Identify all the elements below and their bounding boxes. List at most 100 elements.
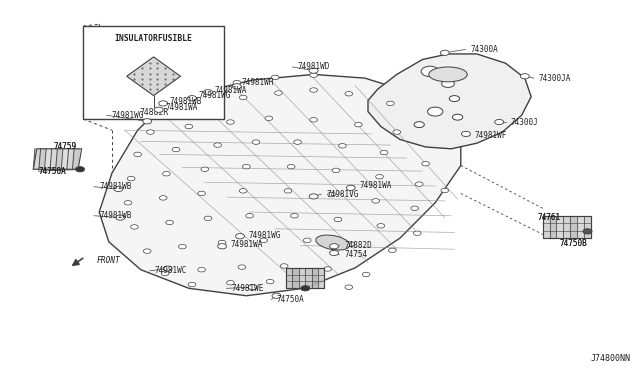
Text: 74981WA: 74981WA [165,103,198,112]
Text: 74981WH: 74981WH [242,78,275,87]
Circle shape [163,266,172,271]
Circle shape [150,109,157,114]
Circle shape [172,147,180,152]
Circle shape [422,161,429,166]
Text: 74759: 74759 [53,142,76,151]
Text: 74981WA: 74981WA [230,240,263,249]
Polygon shape [99,74,461,296]
Circle shape [214,143,221,147]
Text: 74300A: 74300A [470,45,498,54]
Circle shape [377,224,385,228]
Text: 74981WD: 74981WD [298,62,330,71]
Circle shape [143,249,151,253]
Circle shape [284,189,292,193]
Bar [543,216,591,238]
Circle shape [345,285,353,289]
Circle shape [248,285,257,290]
Circle shape [345,92,353,96]
Circle shape [227,120,234,124]
Polygon shape [72,149,80,169]
Circle shape [294,140,301,144]
Text: 74981WB: 74981WB [99,211,132,220]
Circle shape [452,114,463,120]
Circle shape [246,214,253,218]
Circle shape [198,191,205,196]
Circle shape [265,116,273,121]
Circle shape [428,107,443,116]
Circle shape [188,282,196,287]
Circle shape [239,95,247,100]
Circle shape [328,192,335,197]
Circle shape [310,73,317,77]
Polygon shape [286,268,292,288]
Polygon shape [318,268,324,288]
Circle shape [415,182,423,186]
Circle shape [76,167,84,172]
Circle shape [330,250,339,256]
Circle shape [166,220,173,225]
Circle shape [134,152,141,157]
Text: 74981WG: 74981WG [248,231,281,240]
Text: 74300J: 74300J [511,118,538,126]
Circle shape [195,102,202,106]
Circle shape [339,144,346,148]
Polygon shape [550,216,556,238]
Text: FRONT: FRONT [97,256,120,265]
Circle shape [461,131,470,137]
Circle shape [131,225,138,229]
Circle shape [159,196,167,200]
Circle shape [143,119,152,124]
Text: 74981WC: 74981WC [155,266,188,275]
Circle shape [204,90,212,95]
Circle shape [303,238,311,243]
Circle shape [376,174,383,179]
Text: 74981WG: 74981WG [198,92,231,100]
Circle shape [227,280,234,285]
Circle shape [372,199,380,203]
Circle shape [204,216,212,221]
Circle shape [291,214,298,218]
Circle shape [271,75,279,80]
Circle shape [147,130,154,134]
Polygon shape [584,216,591,238]
Circle shape [411,206,419,211]
Circle shape [355,122,362,127]
Polygon shape [577,216,584,238]
Polygon shape [45,149,52,169]
Text: 74754: 74754 [344,250,367,259]
Circle shape [127,176,135,181]
Circle shape [413,231,421,235]
Circle shape [308,281,316,286]
Circle shape [154,107,163,112]
Text: 74981WB: 74981WB [170,97,202,106]
Ellipse shape [316,235,349,250]
Polygon shape [61,149,68,169]
Circle shape [232,84,241,89]
Circle shape [495,119,504,125]
Circle shape [310,118,317,122]
Text: 74300JA: 74300JA [539,74,572,83]
Polygon shape [570,216,577,238]
Polygon shape [67,149,74,169]
Circle shape [583,229,592,234]
Circle shape [440,50,449,55]
Circle shape [380,150,388,155]
Text: 74981WA: 74981WA [360,182,392,190]
Text: 74750B: 74750B [560,239,588,248]
Circle shape [441,188,449,193]
Circle shape [301,286,310,291]
Ellipse shape [429,67,467,82]
Circle shape [238,265,246,269]
Text: 74750B: 74750B [560,239,588,248]
Polygon shape [312,268,318,288]
Circle shape [330,244,339,249]
Polygon shape [50,149,58,169]
Circle shape [449,96,460,102]
Circle shape [362,272,370,277]
Circle shape [252,140,260,144]
Text: 74882R: 74882R [139,108,168,117]
Circle shape [179,244,186,249]
Circle shape [310,88,317,92]
Circle shape [393,130,401,134]
Circle shape [421,66,439,77]
